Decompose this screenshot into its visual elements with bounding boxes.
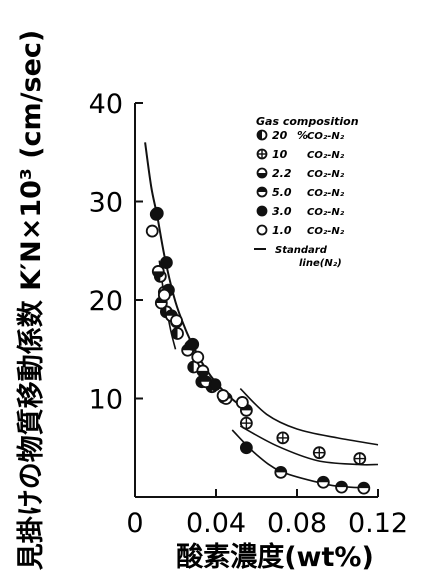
data-points bbox=[145, 206, 371, 495]
data-point-series-6 bbox=[191, 350, 205, 364]
x-tick-label: 0.04 bbox=[186, 508, 246, 539]
legend-label-number: 3.0 bbox=[272, 205, 292, 218]
data-point-half-filled bbox=[335, 480, 348, 494]
legend-label-gas: CO₂-N₂ bbox=[307, 150, 345, 161]
data-point-series-5 bbox=[208, 378, 222, 392]
data-point-series-6 bbox=[216, 389, 230, 402]
y-tick-label: 20 bbox=[89, 286, 123, 317]
y-tick-label: 30 bbox=[89, 188, 123, 219]
legend-marker-3 bbox=[256, 167, 268, 179]
fit-curve-3 bbox=[239, 388, 379, 446]
x-tick-label: 0.08 bbox=[267, 508, 327, 539]
legend-label-unit: % bbox=[297, 129, 308, 142]
data-point-series-2 bbox=[276, 431, 290, 445]
legend-label-number: 1.0 bbox=[272, 224, 292, 237]
data-point-series-1 bbox=[171, 327, 184, 340]
legend-marker-1 bbox=[256, 129, 268, 141]
data-point-series-5 bbox=[239, 441, 253, 455]
y-tick-label: 10 bbox=[89, 385, 123, 416]
legend-label-number: 2.2 bbox=[272, 167, 292, 180]
data-point-series-5 bbox=[150, 206, 164, 220]
y-axis-label: 見掛けの物質移動係数 K′N×10³ (cm/sec) bbox=[16, 30, 47, 571]
data-point-series-2 bbox=[239, 416, 253, 430]
data-point-series-3 bbox=[196, 364, 210, 378]
legend-label-standard: Standard bbox=[275, 245, 328, 256]
data-point-series-6 bbox=[235, 396, 249, 409]
legend-marker-4 bbox=[256, 186, 268, 198]
data-point-series-6 bbox=[145, 224, 159, 238]
fit-curve-2 bbox=[239, 425, 379, 466]
legend-label-number: 20 bbox=[272, 129, 288, 142]
legend-marker-5 bbox=[256, 205, 268, 217]
x-axis-label: 酸素濃度(wt%) bbox=[176, 541, 374, 573]
legend-label-gas: CO₂-N₂ bbox=[307, 131, 345, 142]
data-point-series-6 bbox=[170, 314, 183, 328]
data-point-series-3 bbox=[151, 265, 165, 278]
x-tick-label: 0.12 bbox=[348, 508, 408, 539]
legend-label-gas: CO₂-N₂ bbox=[307, 169, 345, 180]
legend-label-number: 10 bbox=[272, 148, 288, 161]
data-point-series-6 bbox=[157, 288, 171, 302]
legend-title: Gas composition bbox=[256, 115, 359, 128]
legend-label-gas: CO₂-N₂ bbox=[307, 207, 345, 218]
legend-label-standard-line: line(N₂) bbox=[299, 258, 342, 269]
legend-label-number: 5.0 bbox=[272, 186, 292, 199]
legend-marker-2 bbox=[256, 148, 268, 160]
legend-label-gas: CO₂-N₂ bbox=[307, 188, 345, 199]
data-point-half-filled bbox=[357, 481, 371, 495]
data-point-series-2 bbox=[353, 452, 367, 465]
data-point-half-filled bbox=[274, 465, 288, 479]
fit-curve-4 bbox=[231, 429, 368, 489]
y-tick-label: 40 bbox=[89, 89, 123, 120]
legend-marker-6 bbox=[256, 224, 268, 236]
data-point-half-filled bbox=[316, 475, 330, 489]
x-tick-label: 0 bbox=[126, 508, 143, 539]
data-point-series-5 bbox=[186, 337, 200, 351]
data-point-series-2 bbox=[312, 446, 326, 460]
data-point-series-5 bbox=[159, 256, 173, 269]
axis-ticks: 10 20 30 40 0 0.04 0.08 0.12 bbox=[89, 89, 408, 539]
legend-label-gas: CO₂-N₂ bbox=[307, 226, 345, 237]
